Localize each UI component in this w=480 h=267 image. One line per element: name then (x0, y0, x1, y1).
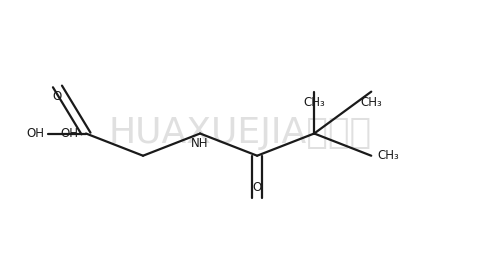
Text: O: O (252, 181, 261, 194)
Text: CH₃: CH₃ (360, 96, 381, 109)
Text: NH: NH (191, 138, 208, 150)
Text: OH: OH (61, 127, 79, 140)
Text: OH: OH (26, 127, 44, 140)
Text: O: O (53, 90, 62, 103)
Text: CH₃: CH₃ (376, 149, 398, 162)
Text: CH₃: CH₃ (303, 96, 324, 109)
Text: HUAXUEJIA化学加: HUAXUEJIA化学加 (108, 116, 372, 151)
